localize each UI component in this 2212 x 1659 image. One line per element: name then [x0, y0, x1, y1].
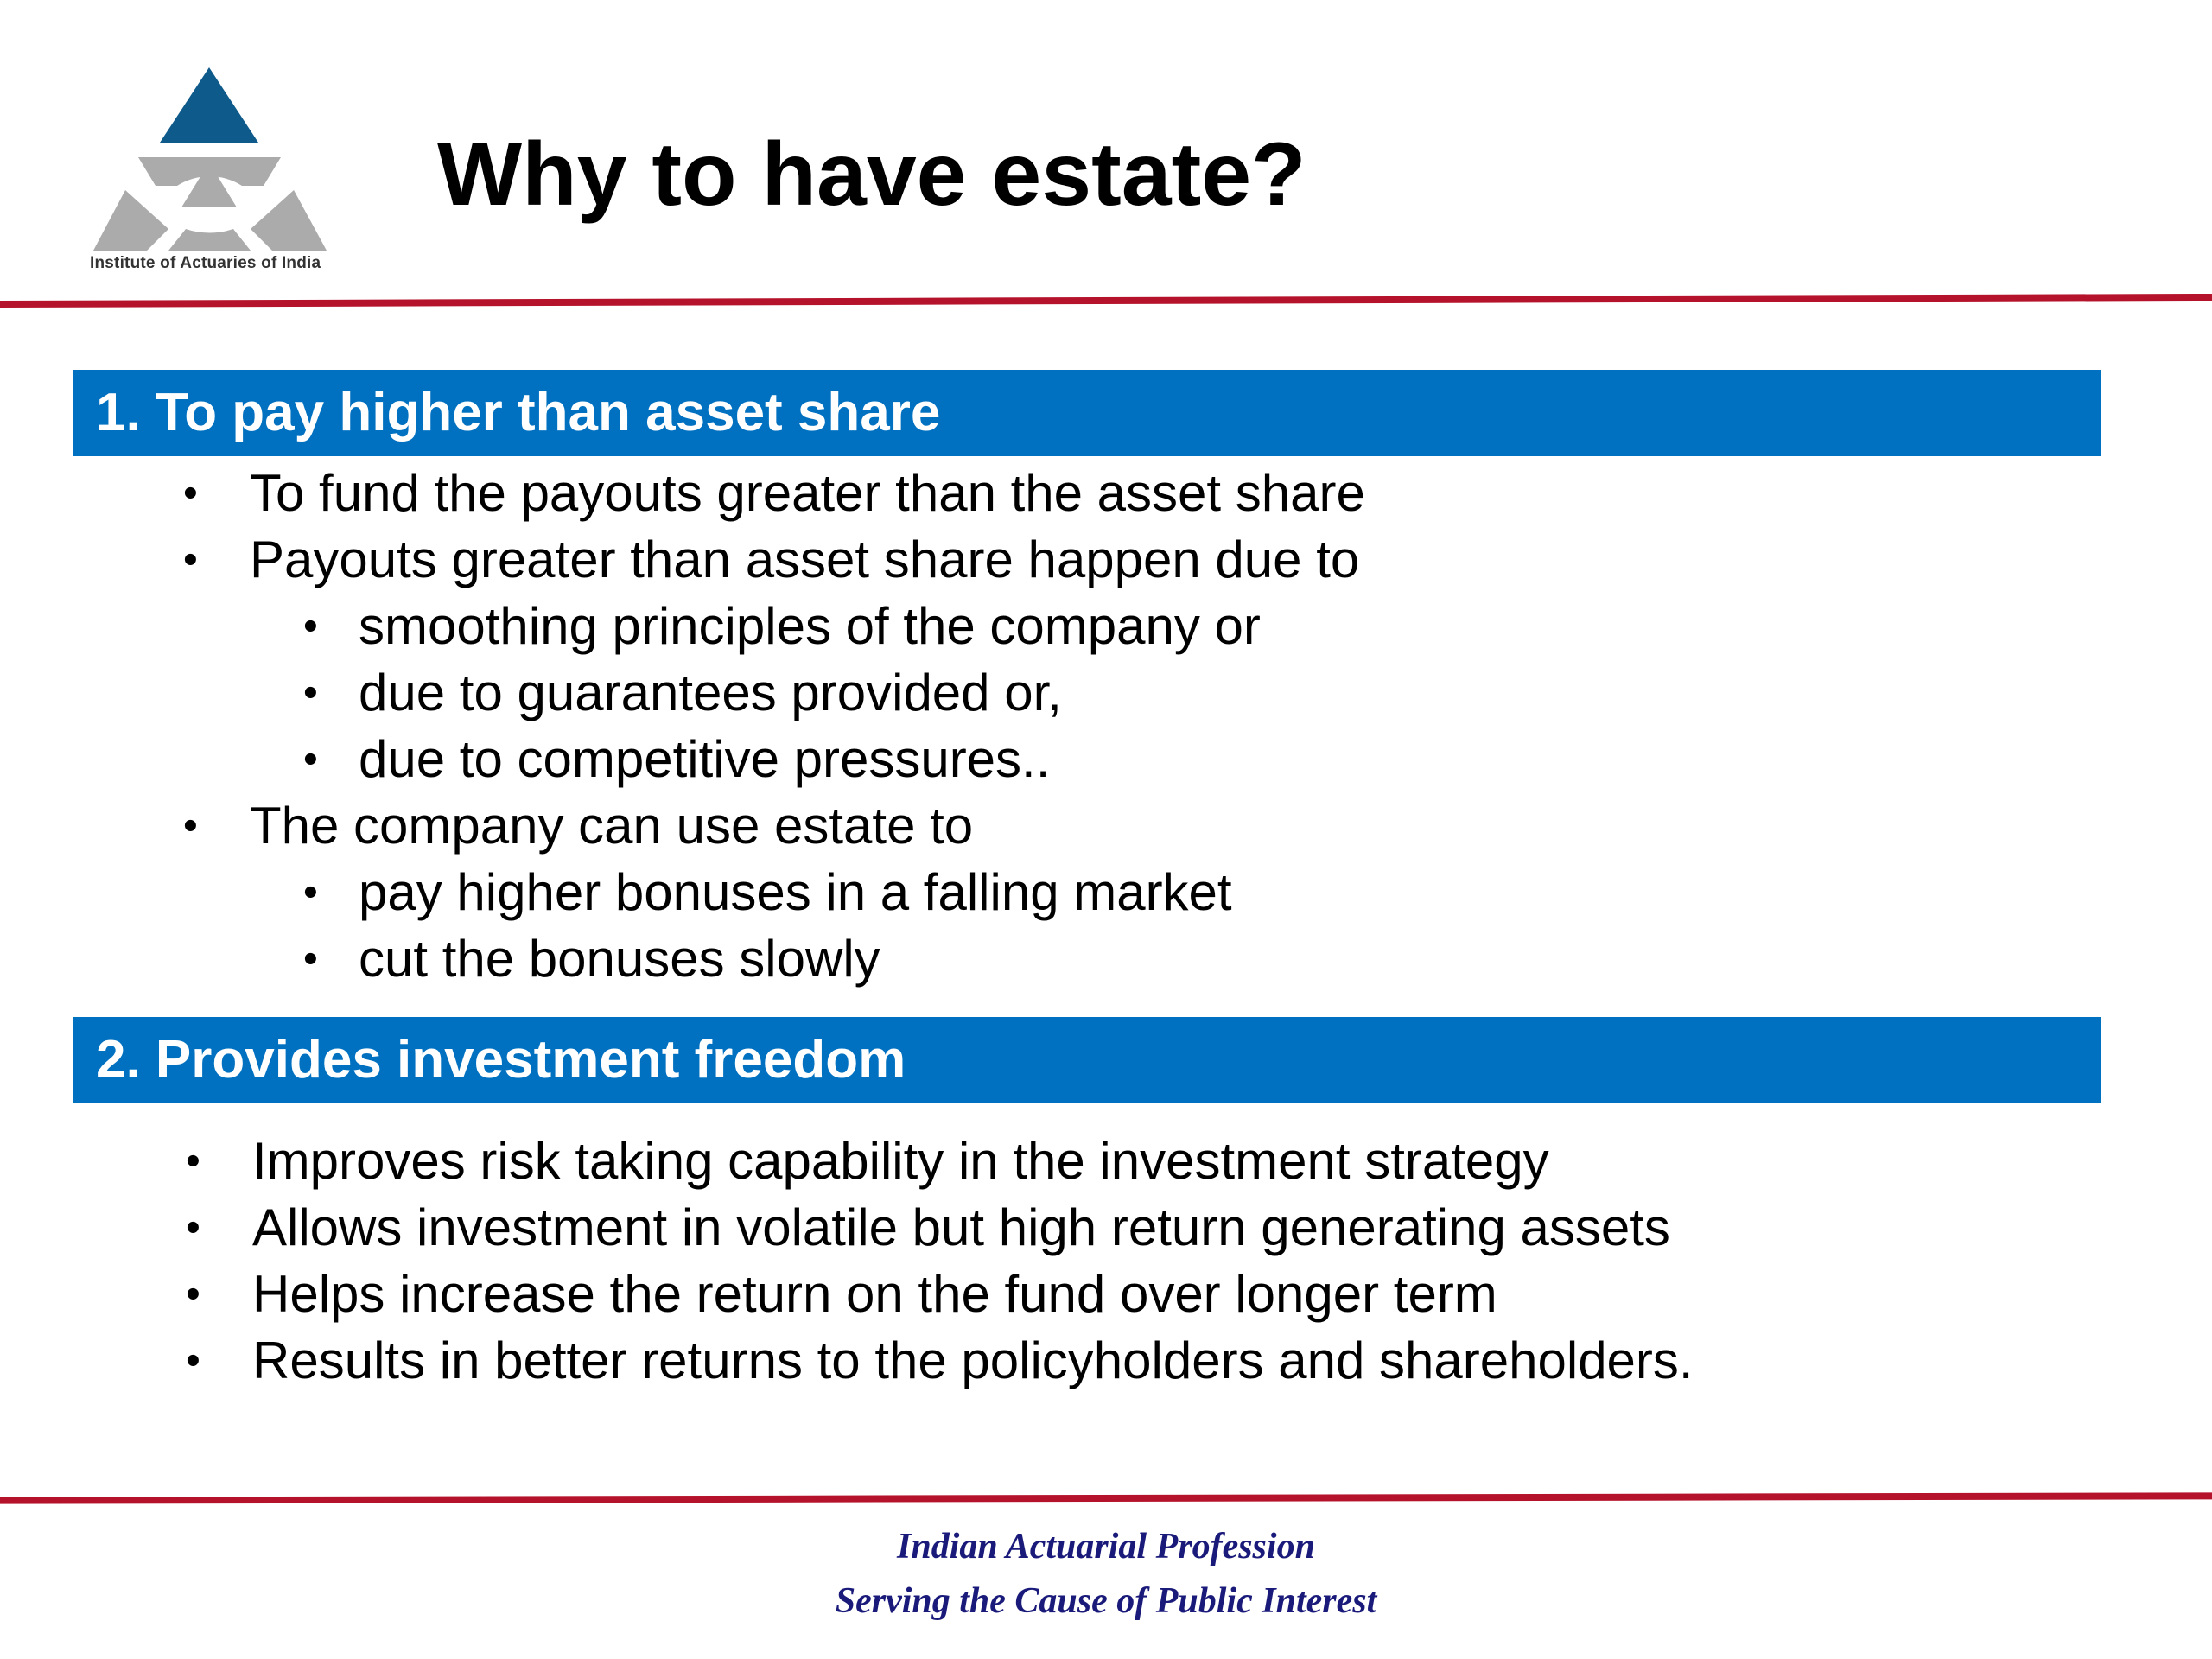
sub-list-item: smoothing principles of the company or [359, 597, 1261, 655]
section-2-heading: 2. Provides investment freedom [73, 1017, 2101, 1103]
list-item: Payouts greater than asset share happen … [250, 531, 1360, 588]
bullet-icon: • [303, 736, 318, 783]
list-item: Results in better returns to the policyh… [252, 1332, 1694, 1389]
bullet-icon: • [303, 936, 318, 982]
sub-list-item: due to competitive pressures.. [359, 730, 1051, 788]
section-1-heading: 1. To pay higher than asset share [73, 370, 2101, 456]
sub-list-item: due to guarantees provided or, [359, 664, 1062, 721]
bullet-icon: • [303, 869, 318, 916]
top-divider [0, 293, 2212, 308]
institute-logo [93, 67, 327, 251]
list-item: To fund the payouts greater than the ass… [250, 464, 1365, 522]
slide-title: Why to have estate? [437, 124, 1306, 225]
list-item: Helps increase the return on the fund ov… [252, 1265, 1497, 1323]
bullet-icon: • [303, 603, 318, 650]
list-item: Allows investment in volatile but high r… [252, 1198, 1670, 1256]
footer-line-1: Indian Actuarial Profession [897, 1527, 1315, 1567]
bullet-icon: • [186, 1138, 200, 1185]
sub-list-item: cut the bonuses slowly [359, 930, 880, 988]
list-item: The company can use estate to [250, 797, 974, 855]
bullet-icon: • [186, 1205, 200, 1251]
bullet-icon: • [303, 670, 318, 716]
logo-text: Institute of Actuaries of India [90, 254, 321, 272]
bullet-icon: • [183, 470, 198, 517]
bullet-icon: • [183, 803, 198, 849]
bullet-icon: • [186, 1338, 200, 1384]
bullet-icon: • [186, 1271, 200, 1318]
list-item: Improves risk taking capability in the i… [252, 1132, 1549, 1190]
footer-line-2: Serving the Cause of Public Interest [835, 1581, 1377, 1621]
sub-list-item: pay higher bonuses in a falling market [359, 863, 1232, 921]
bottom-divider [0, 1492, 2212, 1504]
bullet-icon: • [183, 537, 198, 583]
